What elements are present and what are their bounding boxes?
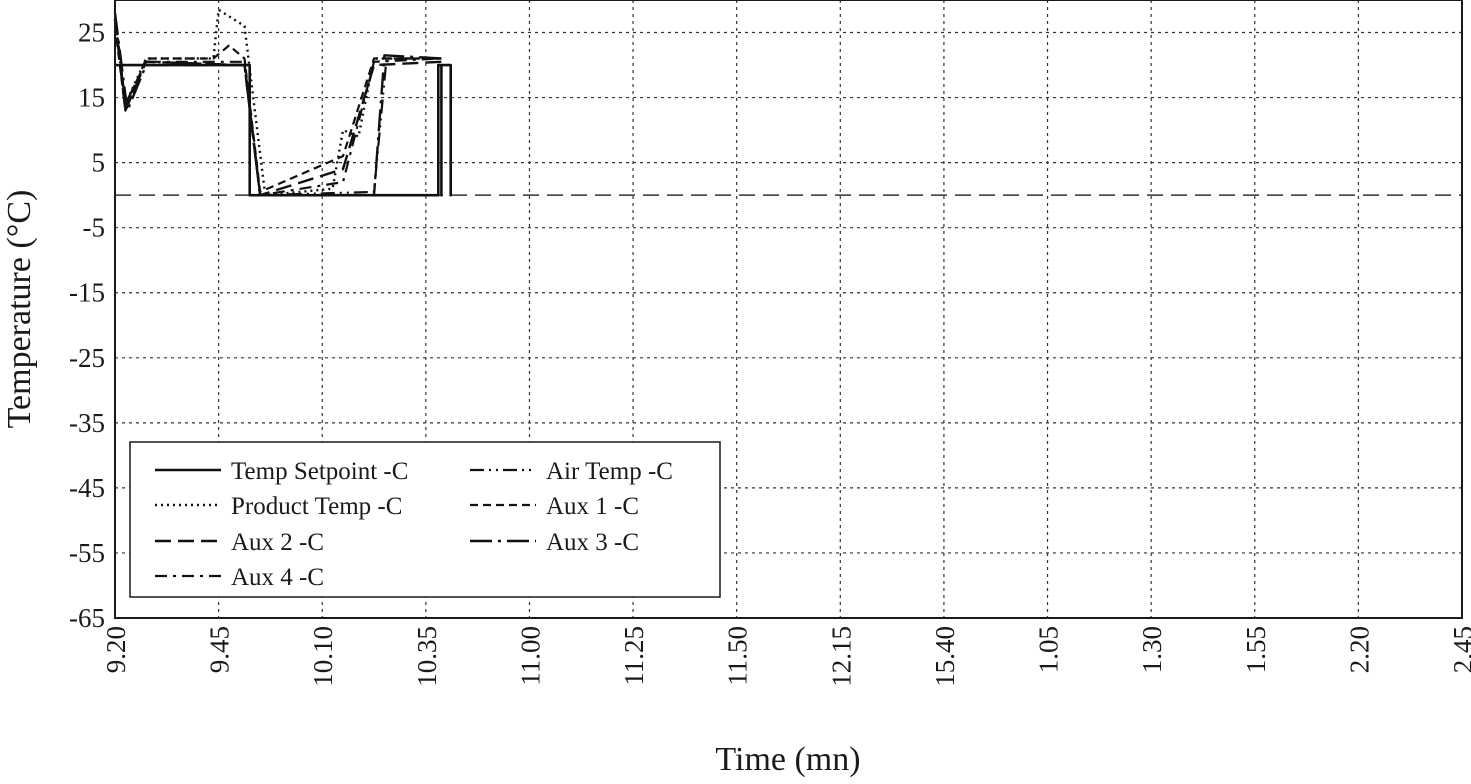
x-tick-label: 15.40 [930, 626, 960, 687]
x-tick-label: 2.20 [1344, 626, 1374, 673]
y-tick-label: -15 [69, 278, 105, 308]
x-tick-label: 9.20 [101, 626, 131, 673]
x-tick-label: 1.30 [1137, 626, 1167, 673]
plot-frame [114, 0, 1463, 619]
y-tick-label: -35 [69, 408, 105, 438]
x-tick-labels: 9.20 9.45 10.10 10.35 11.00 11.25 11.50 12.15 15… [101, 626, 1471, 687]
y-tick-label: -65 [69, 603, 105, 633]
x-tick-label: 11.00 [515, 626, 545, 686]
series-line [113, 19, 442, 197]
series-lines [113, 8, 452, 197]
x-tick-label: 11.50 [723, 626, 753, 686]
x-tick-label: 11.25 [619, 626, 649, 686]
legend-label: Temp Setpoint -C [231, 458, 408, 485]
x-tick-label: 12.15 [826, 626, 856, 687]
y-tick-labels: 25 15 5 -5 -15 -25 -35 -45 -55 -65 [69, 18, 105, 633]
y-axis-title: Temperature (°C) [1, 190, 38, 429]
y-tick-label: -45 [69, 473, 105, 503]
x-tick-label: 1.05 [1034, 626, 1064, 673]
x-axis-title: Time (mn) [715, 741, 860, 778]
legend-label: Aux 3 -C [546, 529, 639, 556]
x-tick-label: 10.35 [412, 626, 442, 687]
y-tick-label: -5 [83, 213, 106, 243]
x-tick-label: 1.55 [1241, 626, 1271, 673]
x-tick-label: 9.45 [205, 626, 235, 673]
legend-label: Product Temp -C [231, 493, 402, 520]
y-tick-label: 25 [78, 18, 105, 48]
x-tick-label: 10.10 [308, 626, 338, 687]
legend-box [129, 441, 721, 598]
legend-label: Aux 2 -C [231, 529, 324, 556]
legend: Temp Setpoint -C Air Temp -C Product Temp … [129, 441, 721, 598]
y-tick-label: 5 [92, 148, 106, 178]
y-tick-label: -55 [69, 538, 105, 568]
y-tick-label: 15 [78, 83, 105, 113]
legend-label: Aux 1 -C [546, 493, 639, 520]
legend-label: Aux 4 -C [231, 564, 324, 591]
series-line [113, 25, 442, 193]
y-tick-label: -25 [69, 343, 105, 373]
x-tick-label: 2.45 [1448, 626, 1471, 673]
legend-label: Air Temp -C [546, 458, 673, 485]
